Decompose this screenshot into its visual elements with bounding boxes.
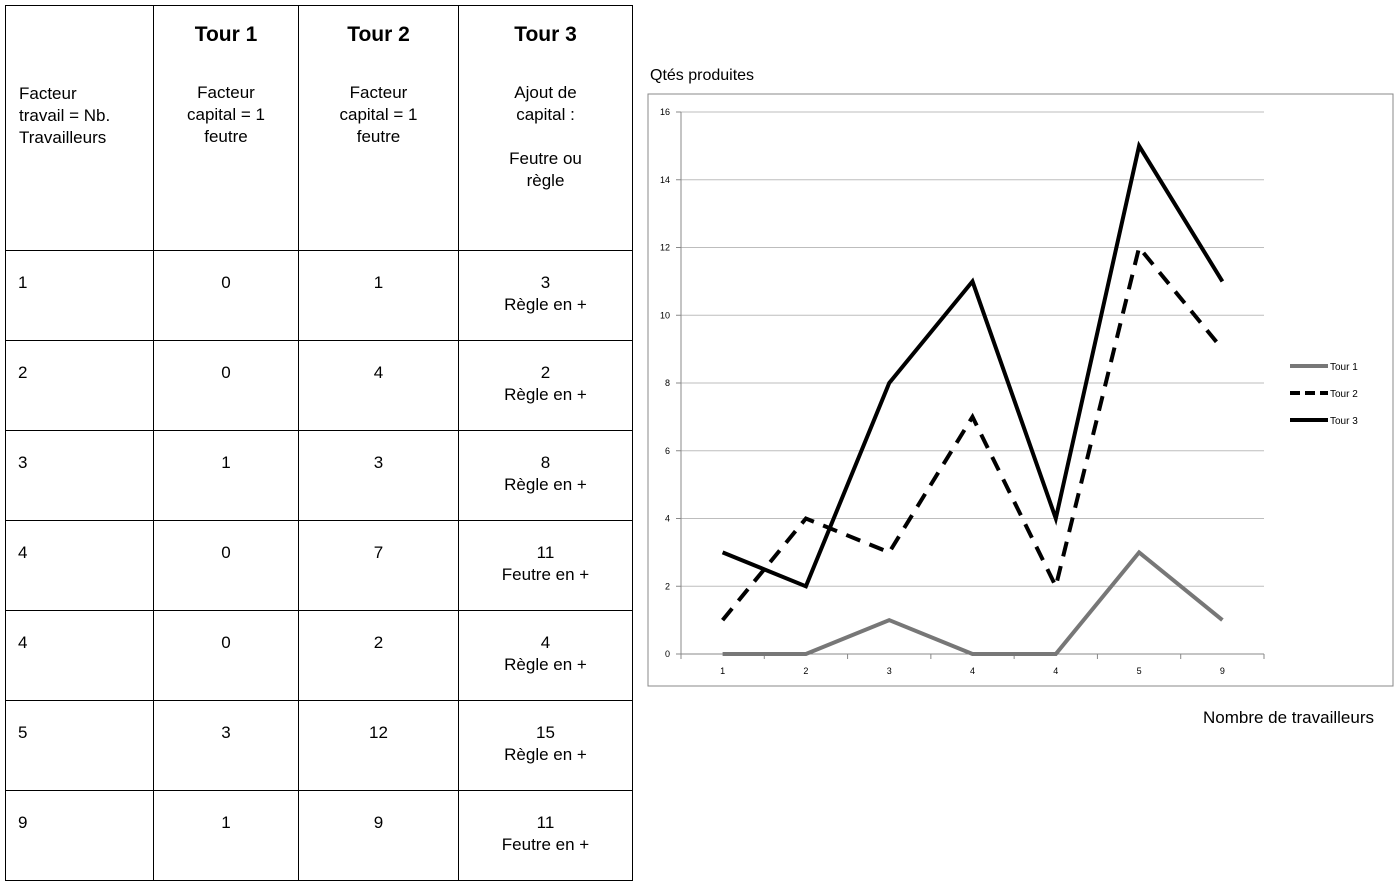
- round-title: Tour 2: [347, 23, 410, 46]
- table-body: 1 0 1 3 Règle en +2 0 4 2 Règle en +3 1 3 8 Règle en…: [5, 250, 633, 881]
- tour3-note: Règle en +: [504, 295, 587, 314]
- round-title: Tour 1: [194, 23, 258, 46]
- header-cell-workers: Facteur travail = Nb. Travailleurs: [5, 5, 154, 251]
- y-tick-label: 6: [665, 446, 670, 456]
- tour3-cell: 11 Feutre en +: [458, 790, 633, 881]
- tour3-note: Règle en +: [504, 385, 587, 404]
- tour3-cell: 15 Règle en +: [458, 700, 633, 791]
- workers-cell: 9: [5, 790, 154, 881]
- tour3-cell: 11 Feutre en +: [458, 520, 633, 611]
- table-row: 4 0 2 4 Règle en +: [5, 610, 633, 701]
- tour3-value: 4: [540, 633, 551, 652]
- tour1-cell: 0: [153, 340, 299, 431]
- header-cell-tour2: Tour 2 Facteur capital = 1 feutre: [298, 5, 459, 251]
- y-tick-label: 8: [665, 378, 670, 388]
- tour3-cell: 2 Règle en +: [458, 340, 633, 431]
- tour3-value: 11: [536, 813, 555, 832]
- y-tick-label: 16: [660, 107, 670, 117]
- table-row: 9 1 9 11 Feutre en +: [5, 790, 633, 881]
- table-row: 5 3 12 15 Règle en +: [5, 700, 633, 791]
- table-row: 3 1 3 8 Règle en +: [5, 430, 633, 521]
- tour2-cell: 2: [298, 610, 459, 701]
- legend-label: Tour 2: [1330, 389, 1358, 400]
- tour1-cell: 0: [153, 610, 299, 701]
- tour2-cell: 1: [298, 250, 459, 341]
- y-axis-label: Qtés produites: [650, 67, 754, 84]
- workers-cell: 4: [5, 520, 154, 611]
- y-tick-label: 2: [665, 581, 670, 591]
- x-tick-label: 9: [1220, 666, 1225, 676]
- y-tick-labels: 0 2 4 6 8 10 12 14 16: [660, 107, 670, 659]
- table-row: 4 0 7 11 Feutre en +: [5, 520, 633, 611]
- tour2-cell: 7: [298, 520, 459, 611]
- round-desc: Facteur capital = 1 feutre: [339, 83, 418, 146]
- tour2-cell: 4: [298, 340, 459, 431]
- tour3-note: Feutre en +: [501, 835, 590, 854]
- tour3-value: 3: [540, 273, 551, 292]
- tour1-cell: 1: [153, 430, 299, 521]
- x-tick-label: 4: [970, 666, 975, 676]
- tour3-note: Règle en +: [504, 745, 587, 764]
- series-line-tour-1: [722, 549, 1224, 656]
- tour3-value: 2: [540, 363, 551, 382]
- header-cell-tour1: Tour 1 Facteur capital = 1 feutre: [153, 5, 299, 251]
- tour1-cell: 0: [153, 250, 299, 341]
- legend-label: Tour 1: [1330, 362, 1358, 373]
- tour3-cell: 4 Règle en +: [458, 610, 633, 701]
- tour3-cell: 3 Règle en +: [458, 250, 633, 341]
- tour1-cell: 0: [153, 520, 299, 611]
- axes: [676, 111, 1265, 659]
- workers-header-label: Facteur travail = Nb. Travailleurs: [19, 84, 111, 147]
- tour3-cell: 8 Règle en +: [458, 430, 633, 521]
- tour3-note: Règle en +: [504, 655, 587, 674]
- y-tick-label: 4: [665, 514, 670, 524]
- y-tick-label: 0: [665, 649, 670, 659]
- header-cell-tour3: Tour 3 Ajout de capital : Feutre ou règl…: [458, 5, 633, 251]
- tour2-cell: 9: [298, 790, 459, 881]
- x-tick-label: 2: [803, 666, 808, 676]
- x-axis-label: Nombre de travailleurs: [1203, 708, 1374, 727]
- table-header-row: Facteur travail = Nb. Travailleurs Tour …: [5, 5, 633, 251]
- tour3-value: 11: [536, 543, 555, 562]
- data-table: Facteur travail = Nb. Travailleurs Tour …: [5, 5, 633, 881]
- tour3-value: 15: [536, 723, 555, 742]
- y-tick-label: 10: [660, 310, 670, 320]
- x-tick-label: 3: [887, 666, 892, 676]
- y-tick-label: 14: [660, 175, 670, 185]
- tour1-cell: 1: [153, 790, 299, 881]
- tour3-note: Feutre en +: [501, 565, 590, 584]
- workers-cell: 5: [5, 700, 154, 791]
- tour3-note: Règle en +: [504, 475, 587, 494]
- tour2-cell: 12: [298, 700, 459, 791]
- tour1-cell: 3: [153, 700, 299, 791]
- x-tick-label: 5: [1137, 666, 1142, 676]
- series-line-tour-2: [721, 243, 1224, 622]
- series-line-tour-3: [721, 140, 1225, 589]
- legend-label: Tour 3: [1330, 416, 1358, 427]
- workers-cell: 4: [5, 610, 154, 701]
- plot-area-frame: [647, 93, 1394, 687]
- round-desc: Facteur capital = 1 feutre: [187, 83, 265, 146]
- legend: Tour 1 Tour 2 Tour 3: [1290, 362, 1358, 427]
- series-lines: [721, 140, 1225, 656]
- tour3-value: 8: [540, 453, 551, 472]
- workers-cell: 3: [5, 430, 154, 521]
- gridlines: [681, 111, 1264, 587]
- x-tick-label: 1: [720, 666, 725, 676]
- workers-cell: 1: [5, 250, 154, 341]
- table-row: 2 0 4 2 Règle en +: [5, 340, 633, 431]
- table-row: 1 0 1 3 Règle en +: [5, 250, 633, 341]
- tour2-cell: 3: [298, 430, 459, 521]
- round-title: Tour 3: [514, 23, 577, 46]
- round-desc: Ajout de capital : Feutre ou règle: [509, 83, 582, 190]
- x-tick-label: 4: [1053, 666, 1058, 676]
- x-tick-labels: 1 2 3 4 4 5 9: [720, 666, 1225, 676]
- y-tick-label: 12: [660, 243, 670, 253]
- workers-cell: 2: [5, 340, 154, 431]
